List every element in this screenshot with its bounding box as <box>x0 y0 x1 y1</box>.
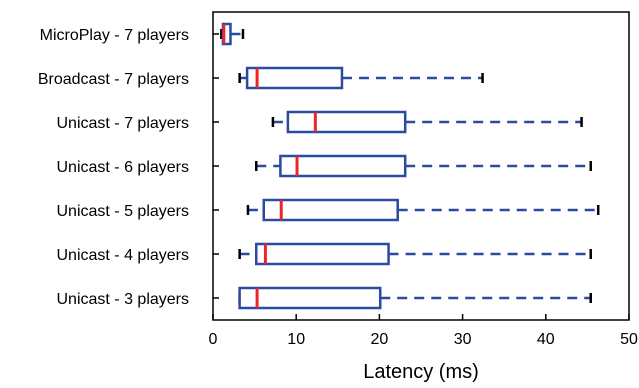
iqr-box <box>262 198 399 222</box>
category-label: Unicast - 3 players <box>57 291 190 308</box>
x-tick-label: 40 <box>537 331 555 348</box>
iqr-box <box>238 286 382 310</box>
x-tick-label: 20 <box>371 331 389 348</box>
x-tick-label: 10 <box>287 331 305 348</box>
category-label: Unicast - 7 players <box>57 115 190 132</box>
category-label: Unicast - 6 players <box>57 159 190 176</box>
box-group <box>246 198 600 222</box>
category-labels: MicroPlay - 7 players Broadcast - 7 playe… <box>38 27 189 308</box>
box-group <box>238 66 484 90</box>
x-axis-title: Latency (ms) <box>363 361 479 383</box>
x-tick-label: 30 <box>454 331 472 348</box>
iqr-box <box>286 110 407 134</box>
box-group <box>255 154 592 178</box>
box-group <box>238 286 592 310</box>
category-label: Broadcast - 7 players <box>38 71 189 88</box>
box-group <box>220 22 245 46</box>
category-label: Unicast - 5 players <box>57 203 190 220</box>
category-label: Unicast - 4 players <box>57 247 190 264</box>
ticks-layer: 0 10 20 30 40 50 <box>209 33 638 348</box>
iqr-box <box>245 66 344 90</box>
boxes-layer <box>220 22 600 310</box>
box-group <box>271 110 583 134</box>
category-label: MicroPlay - 7 players <box>40 27 189 44</box>
x-tick-label: 50 <box>620 331 638 348</box>
iqr-box <box>255 242 390 266</box>
x-tick-label: 0 <box>209 331 218 348</box>
box-group <box>238 242 592 266</box>
iqr-box <box>279 154 407 178</box>
